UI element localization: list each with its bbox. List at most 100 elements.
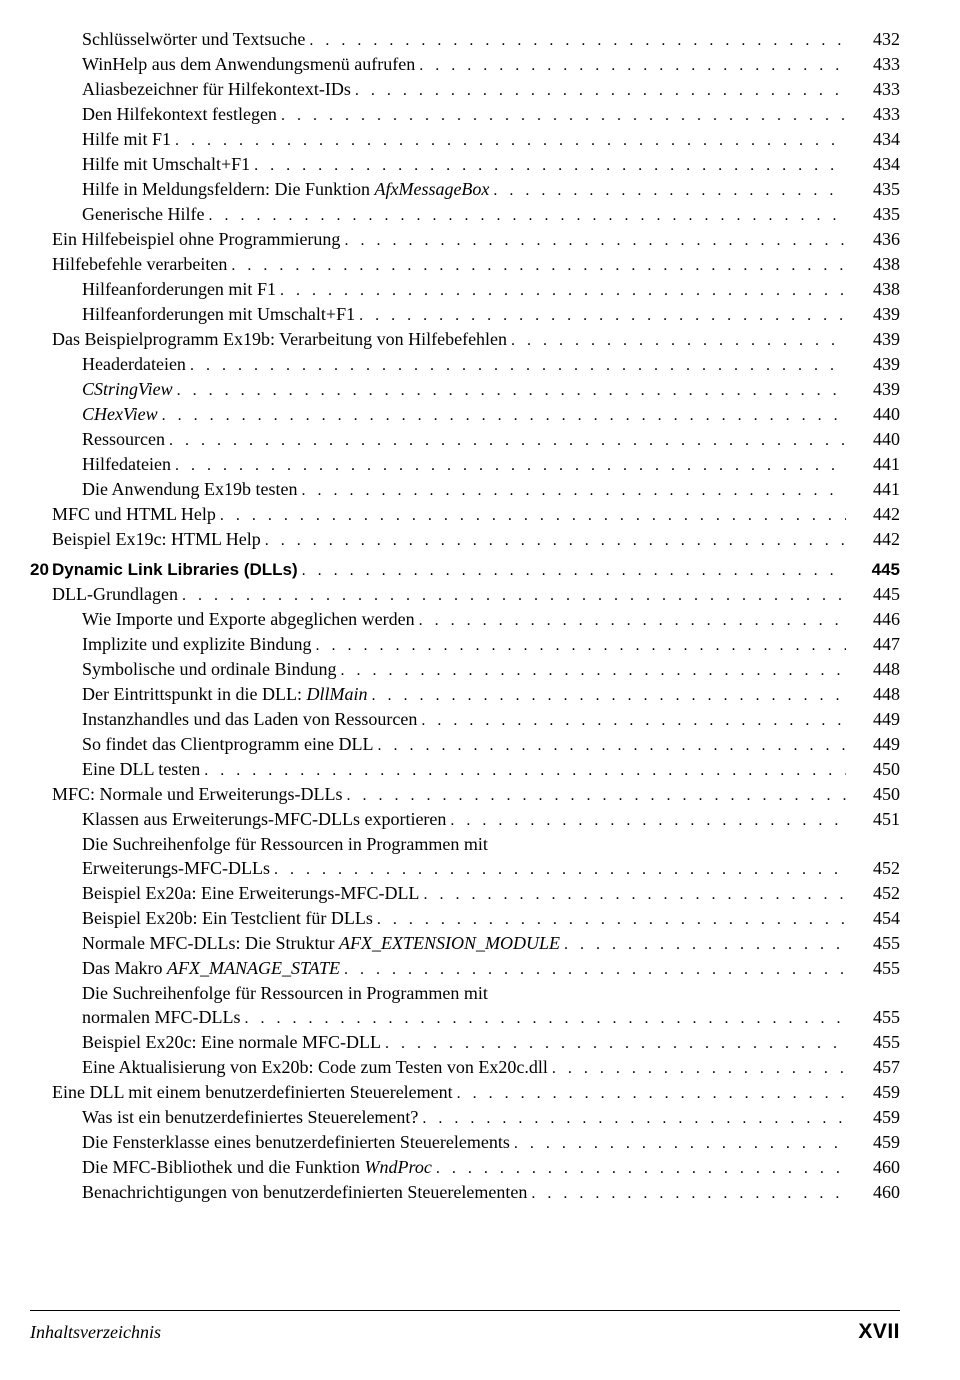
toc-entry: CStringView 439 xyxy=(30,380,900,399)
toc-entry-page: 450 xyxy=(850,760,900,778)
toc-entry: Klassen aus Erweiterungs-MFC-DLLs export… xyxy=(30,810,900,829)
toc-leader-dots xyxy=(280,283,846,299)
toc-entry-text: Hilfebefehle verarbeiten xyxy=(52,255,227,273)
toc-entry-text: Wie Importe und Exporte abgeglichen werd… xyxy=(82,610,415,628)
toc-entry-text: Beispiel Ex19c: HTML Help xyxy=(52,530,261,548)
toc-entry-page: 439 xyxy=(850,305,900,323)
toc-entry-text: Aliasbezeichner für Hilfekontext-IDs xyxy=(82,80,351,98)
toc-entry-page: 440 xyxy=(850,405,900,423)
toc-entry-text: Der Eintrittspunkt in die DLL: DllMain xyxy=(82,685,367,703)
toc-leader-dots xyxy=(265,533,846,549)
toc-entry: Normale MFC-DLLs: Die Struktur AFX_EXTEN… xyxy=(30,934,900,953)
toc-leader-dots xyxy=(359,308,846,324)
toc-entry-text: DLL-Grundlagen xyxy=(52,585,178,603)
toc-entry-text: Symbolische und ordinale Bindung xyxy=(82,660,336,678)
toc-leader-dots xyxy=(344,962,846,978)
toc-entry-text: Beispiel Ex20a: Eine Erweiterungs-MFC-DL… xyxy=(82,884,419,902)
toc-entry: Symbolische und ordinale Bindung448 xyxy=(30,660,900,679)
toc-entry-page: 434 xyxy=(850,155,900,173)
toc-entry: Der Eintrittspunkt in die DLL: DllMain44… xyxy=(30,685,900,704)
footer-page-number: XVII xyxy=(858,1321,900,1342)
toc-leader-dots xyxy=(423,887,846,903)
toc-entry-text: Beispiel Ex20c: Eine normale MFC-DLL xyxy=(82,1033,381,1051)
toc-leader-dots xyxy=(182,588,846,604)
toc-entry-text: Das Makro AFX_MANAGE_STATE xyxy=(82,959,340,977)
toc-entry: Die MFC-Bibliothek und die Funktion WndP… xyxy=(30,1158,900,1177)
toc-entry-text: Hilfeanforderungen mit Umschalt+F1 xyxy=(82,305,355,323)
toc-entry-page: 436 xyxy=(850,230,900,248)
toc-leader-dots xyxy=(175,133,846,149)
toc-list: Schlüsselwörter und Textsuche432WinHelp … xyxy=(30,30,900,1202)
toc-entry-page: 449 xyxy=(850,710,900,728)
chapter-number: 20 xyxy=(30,561,52,578)
toc-entry: Beispiel Ex20c: Eine normale MFC-DLL455 xyxy=(30,1033,900,1052)
toc-entry: Beispiel Ex20b: Ein Testclient für DLLs 4… xyxy=(30,909,900,928)
toc-leader-dots xyxy=(514,1136,846,1152)
toc-entry-page: 450 xyxy=(850,785,900,803)
toc-entry-text: Headerdateien xyxy=(82,355,186,373)
toc-entry-text: Eine Aktualisierung von Ex20b: Code zum … xyxy=(82,1058,548,1076)
toc-chapter-entry: 20Dynamic Link Libraries (DLLs)445 xyxy=(30,561,900,579)
toc-entry-page: 434 xyxy=(850,130,900,148)
toc-entry-text: MFC und HTML Help xyxy=(52,505,216,523)
toc-leader-dots xyxy=(204,763,846,779)
toc-leader-dots xyxy=(162,408,846,424)
toc-leader-dots xyxy=(421,713,846,729)
toc-leader-dots xyxy=(281,108,846,124)
toc-leader-dots xyxy=(371,688,846,704)
toc-entry-page: 433 xyxy=(850,80,900,98)
toc-entry-text: Normale MFC-DLLs: Die Struktur AFX_EXTEN… xyxy=(82,934,560,952)
toc-entry: MFC: Normale und Erweiterungs-DLLs450 xyxy=(30,785,900,804)
toc-entry: Ressourcen440 xyxy=(30,430,900,449)
toc-entry: Den Hilfekontext festlegen433 xyxy=(30,105,900,124)
toc-entry: Die Suchreihenfolge für Ressourcen in Pr… xyxy=(30,984,900,1002)
toc-entry: Die Anwendung Ex19b testen441 xyxy=(30,480,900,499)
toc-entry-text: Die MFC-Bibliothek und die Funktion WndP… xyxy=(82,1158,432,1176)
toc-entry: Hilfe mit F1434 xyxy=(30,130,900,149)
toc-entry: MFC und HTML Help442 xyxy=(30,505,900,524)
toc-entry-text: CStringView xyxy=(82,380,173,398)
toc-entry-text: Benachrichtigungen von benutzerdefiniert… xyxy=(82,1183,527,1201)
toc-entry-text: WinHelp aus dem Anwendungsmenü aufrufen xyxy=(82,55,415,73)
toc-leader-dots xyxy=(175,458,846,474)
toc-entry-text: So findet das Clientprogramm eine DLL xyxy=(82,735,373,753)
toc-entry-page: 457 xyxy=(850,1058,900,1076)
toc-entry: Hilfeanforderungen mit Umschalt+F1 439 xyxy=(30,305,900,324)
toc-entry: Benachrichtigungen von benutzerdefiniert… xyxy=(30,1183,900,1202)
toc-entry: Hilfe in Meldungsfeldern: Die Funktion A… xyxy=(30,180,900,199)
toc-entry-page: 432 xyxy=(850,30,900,48)
toc-leader-dots xyxy=(301,483,846,499)
toc-leader-dots xyxy=(302,563,846,579)
toc-entry: Erweiterungs-MFC-DLLs452 xyxy=(30,859,900,878)
toc-leader-dots xyxy=(377,738,846,754)
toc-entry-page: 441 xyxy=(850,480,900,498)
toc-leader-dots xyxy=(169,433,846,449)
toc-entry-page: 451 xyxy=(850,810,900,828)
toc-leader-dots xyxy=(340,663,846,679)
toc-entry-page: 439 xyxy=(850,355,900,373)
toc-leader-dots xyxy=(231,258,846,274)
toc-leader-dots xyxy=(450,813,846,829)
toc-entry-text: Beispiel Ex20b: Ein Testclient für DLLs xyxy=(82,909,373,927)
toc-entry-page: 460 xyxy=(850,1158,900,1176)
toc-entry-page: 446 xyxy=(850,610,900,628)
toc-entry-page: 439 xyxy=(850,380,900,398)
toc-leader-dots xyxy=(377,912,846,928)
toc-leader-dots xyxy=(315,638,846,654)
toc-entry-page: 433 xyxy=(850,55,900,73)
toc-leader-dots xyxy=(355,83,846,99)
toc-leader-dots xyxy=(385,1036,846,1052)
toc-entry-text: Ein Hilfebeispiel ohne Programmierung xyxy=(52,230,340,248)
toc-leader-dots xyxy=(346,788,846,804)
toc-entry: Das Beispielprogramm Ex19b: Verarbeitung… xyxy=(30,330,900,349)
toc-entry-page: 460 xyxy=(850,1183,900,1201)
toc-entry-text: Generische Hilfe xyxy=(82,205,204,223)
toc-entry-page: 455 xyxy=(850,1008,900,1026)
toc-entry: Eine Aktualisierung von Ex20b: Code zum … xyxy=(30,1058,900,1077)
toc-entry-page: 440 xyxy=(850,430,900,448)
toc-entry: WinHelp aus dem Anwendungsmenü aufrufen 4… xyxy=(30,55,900,74)
toc-entry-page: 454 xyxy=(850,909,900,927)
toc-entry-page: 441 xyxy=(850,455,900,473)
toc-entry-text: normalen MFC-DLLs xyxy=(82,1008,240,1026)
toc-leader-dots xyxy=(564,937,846,953)
